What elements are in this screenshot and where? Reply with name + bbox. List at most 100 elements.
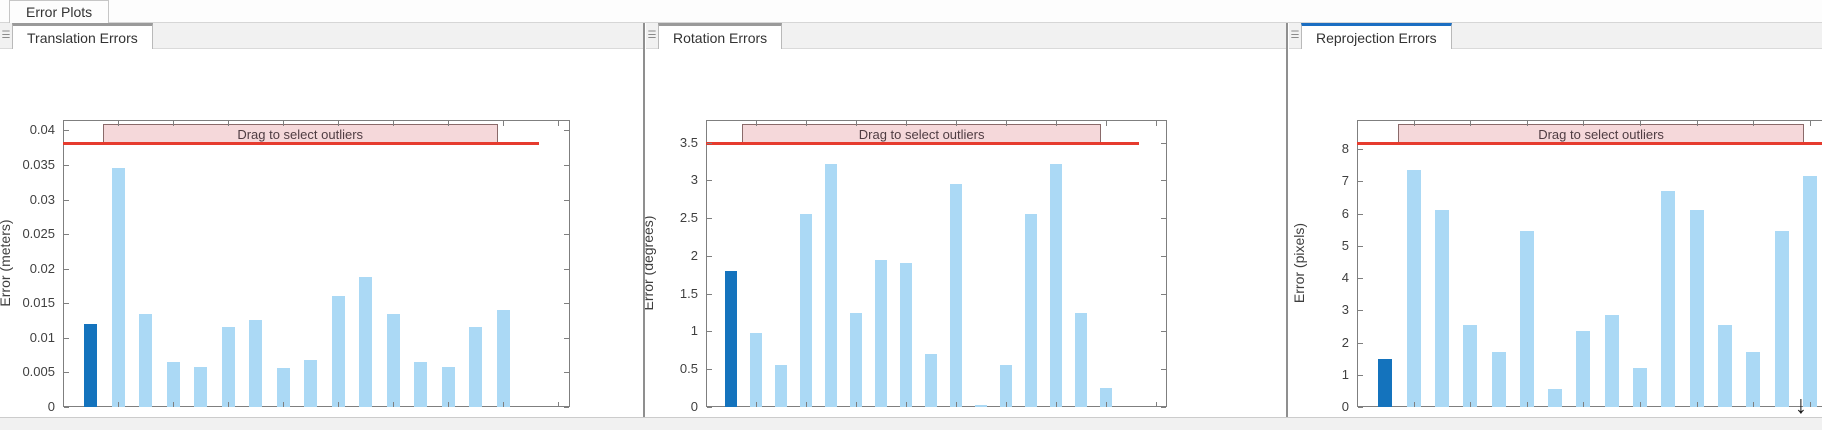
bar-pair-9[interactable]	[1604, 315, 1619, 407]
bar-pair-12[interactable]	[386, 314, 400, 407]
x-tick-top	[558, 121, 559, 126]
bar-pair-11[interactable]	[359, 277, 372, 407]
bar-pair-12[interactable]	[1000, 365, 1012, 407]
bar-pair-6[interactable]	[850, 313, 862, 407]
y-axis-label: Error (pixels)	[1291, 222, 1307, 303]
panel-drag-grip-icon[interactable]: ☰	[1, 29, 11, 41]
x-tick	[1414, 402, 1415, 407]
x-tick	[1470, 402, 1471, 407]
x-tick-top	[1156, 121, 1157, 126]
bar-pair-12[interactable]	[1689, 210, 1704, 407]
x-tick	[1583, 402, 1584, 407]
y-tick-label: 6	[1341, 206, 1349, 221]
x-tick-top	[1753, 121, 1754, 126]
bar-pair-13[interactable]	[1717, 325, 1732, 407]
y-tick-label: 8	[1341, 141, 1349, 156]
scroll-down-arrow-icon[interactable]: ↓	[1794, 391, 1808, 419]
reprojection-errors-chart: Drag to select outliers01234567802468101…	[1289, 49, 1822, 430]
bar-pair-16[interactable]	[1802, 176, 1817, 407]
bar-pair-9[interactable]	[925, 354, 937, 407]
tab-translation-errors-label: Translation Errors	[27, 29, 138, 46]
bar-pair-15[interactable]	[469, 327, 482, 407]
x-tick-top	[856, 121, 857, 126]
bar-pair-11[interactable]	[1661, 191, 1676, 407]
bar-pair-2[interactable]	[111, 168, 125, 407]
bar-pair-1[interactable]	[725, 271, 737, 407]
x-tick	[1810, 402, 1811, 407]
bar-pair-16[interactable]	[1100, 388, 1112, 407]
x-tick	[558, 402, 559, 407]
panel-tabstrip: ☰ Reprojection Errors	[1289, 23, 1822, 49]
y-tick-right	[564, 200, 570, 201]
x-tick-top	[1470, 121, 1471, 126]
bar-pair-14[interactable]	[1746, 352, 1761, 407]
bar-pair-7[interactable]	[1548, 389, 1563, 407]
bar-pair-8[interactable]	[1576, 331, 1591, 407]
x-tick-top	[63, 121, 64, 126]
bar-pair-1[interactable]	[1378, 359, 1393, 407]
panel-divider[interactable]	[643, 23, 645, 430]
bar-pair-8[interactable]	[900, 263, 912, 407]
bar-pair-16[interactable]	[496, 310, 510, 407]
tab-rotation-errors[interactable]: Rotation Errors	[658, 23, 783, 49]
y-tick-label: 3	[690, 172, 698, 187]
y-tick	[1358, 278, 1363, 279]
bar-pair-14[interactable]	[1050, 164, 1062, 407]
panel-tabstrip: ☰ Translation Errors	[0, 23, 643, 49]
bar-pair-5[interactable]	[194, 367, 207, 407]
y-tick-right	[564, 130, 570, 131]
bottom-status-strip	[0, 417, 1822, 430]
bar-pair-13[interactable]	[414, 362, 427, 407]
bar-pair-15[interactable]	[1774, 231, 1789, 407]
bar-pair-1[interactable]	[84, 324, 97, 407]
bar-pair-2[interactable]	[750, 333, 762, 407]
bar-pair-8[interactable]	[276, 368, 290, 407]
bar-pair-6[interactable]	[1519, 231, 1534, 407]
bar-pair-5[interactable]	[1491, 352, 1506, 407]
tab-translation-errors[interactable]: Translation Errors	[12, 23, 153, 49]
bar-pair-11[interactable]	[975, 405, 987, 407]
y-tick-label: 0.015	[22, 295, 55, 310]
bar-pair-4[interactable]	[1463, 325, 1478, 407]
y-tick-right	[564, 338, 570, 339]
y-tick-label: 0	[47, 399, 55, 414]
x-tick	[1156, 402, 1157, 407]
y-tick	[1358, 375, 1363, 376]
x-tick	[1357, 402, 1358, 407]
y-tick-label: 2	[1341, 335, 1349, 350]
bar-pair-3[interactable]	[139, 314, 152, 407]
bar-pair-3[interactable]	[775, 365, 787, 407]
y-tick	[707, 180, 712, 181]
x-tick-top	[1006, 121, 1007, 126]
bar-pair-5[interactable]	[825, 164, 837, 407]
x-tick-top	[906, 121, 907, 126]
bar-pair-15[interactable]	[1075, 313, 1087, 407]
bar-pair-4[interactable]	[800, 214, 812, 407]
bar-pair-2[interactable]	[1406, 170, 1421, 407]
tab-reprojection-errors[interactable]: Reprojection Errors	[1301, 23, 1452, 49]
bar-pair-14[interactable]	[441, 367, 455, 407]
bar-pair-6[interactable]	[221, 327, 235, 407]
bar-pair-7[interactable]	[875, 260, 887, 407]
bar-pair-9[interactable]	[304, 360, 317, 407]
drag-select-outliers-band[interactable]: Drag to select outliers	[742, 124, 1101, 144]
bar-pair-10[interactable]	[1633, 368, 1647, 407]
bar-pair-10[interactable]	[331, 296, 345, 407]
tab-error-plots[interactable]: Error Plots	[9, 0, 110, 23]
y-tick	[64, 269, 69, 270]
y-tick	[707, 143, 712, 144]
drag-select-outliers-band[interactable]: Drag to select outliers	[102, 124, 498, 144]
y-tick-right	[564, 303, 570, 304]
drag-select-outliers-band[interactable]: Drag to select outliers	[1398, 124, 1805, 144]
x-tick	[906, 402, 907, 407]
y-tick-label: 0.03	[29, 192, 55, 207]
panel-drag-grip-icon[interactable]: ☰	[647, 29, 657, 41]
bar-pair-4[interactable]	[166, 362, 180, 407]
bar-pair-7[interactable]	[249, 320, 262, 407]
panel-drag-grip-icon[interactable]: ☰	[1290, 29, 1300, 41]
bar-pair-13[interactable]	[1025, 214, 1037, 407]
panel-divider[interactable]	[1286, 23, 1288, 430]
bar-pair-3[interactable]	[1434, 210, 1449, 407]
bar-pair-10[interactable]	[950, 184, 962, 407]
